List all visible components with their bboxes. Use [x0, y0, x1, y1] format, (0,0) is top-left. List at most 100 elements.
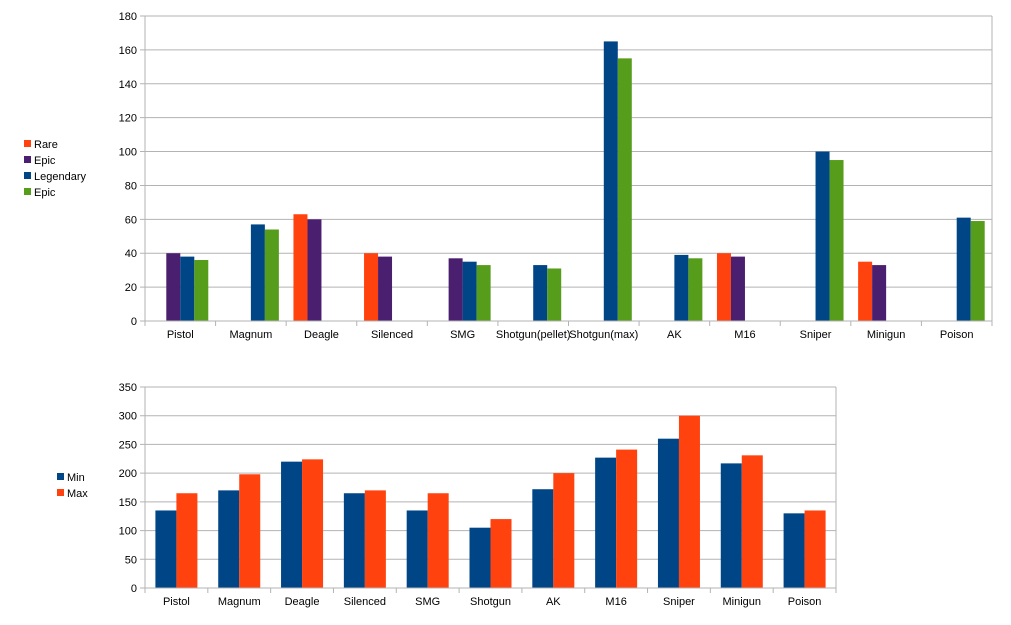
bar-max-deagle — [302, 459, 324, 588]
y-tick-label: 80 — [125, 180, 137, 192]
legend-label: Legendary — [34, 171, 86, 183]
x-tick-label: SMG — [415, 596, 440, 608]
legend-label: Epic — [34, 187, 56, 199]
bar-legendary-pistol — [180, 256, 195, 321]
y-tick-label: 300 — [119, 411, 137, 423]
x-tick-label: Deagle — [285, 596, 320, 608]
y-tick-label: 50 — [125, 554, 137, 566]
chart-1: 0 20 40 60 80 100 120 140 160 180 Pistol Magnum Deag… — [24, 11, 993, 341]
x-tick-label: Sniper — [663, 596, 695, 608]
x-tick-label: Minigun — [867, 329, 906, 341]
x-tick-label: AK — [546, 596, 561, 608]
bar-max-minigun — [741, 455, 763, 588]
legend-swatch — [57, 489, 64, 496]
x-tick-label: AK — [667, 329, 682, 341]
bar-legendary-poison — [956, 217, 971, 321]
bar-max-silenced — [364, 490, 386, 588]
x-tick-label: Sniper — [800, 329, 832, 341]
bar-epic-smg — [476, 265, 491, 321]
y-tick-label: 180 — [119, 11, 137, 23]
y-tick-label: 250 — [119, 439, 137, 451]
bar-epic-smg — [448, 258, 463, 321]
bar-rare-silenced — [364, 253, 379, 321]
y-tick-label: 60 — [125, 214, 137, 226]
bar-epic-pistol — [166, 253, 181, 321]
bar-legendary-ak — [674, 254, 689, 321]
y-tick-label: 100 — [119, 526, 137, 538]
bar-epic-magnum — [264, 229, 279, 321]
legend-swatch — [24, 140, 31, 147]
bar-rare-minigun — [858, 261, 873, 321]
y-tick-label: 40 — [125, 248, 137, 260]
bar-rare-deagle — [293, 214, 308, 321]
y-tick-label: 120 — [119, 113, 137, 125]
bar-max-magnum — [239, 474, 261, 588]
bar-max-sniper — [678, 415, 700, 588]
bar-min-smg — [406, 510, 428, 588]
bar-epic-deagle — [307, 219, 322, 321]
x-tick-label: Deagle — [304, 329, 339, 341]
legend-label: Epic — [34, 155, 56, 167]
x-tick-label: Poison — [940, 329, 974, 341]
bar-epic-m16 — [730, 256, 745, 321]
bar-epic-pistol — [194, 260, 209, 321]
bar-min-poison — [783, 513, 805, 588]
bar-max-m16 — [616, 449, 638, 588]
bar-legendary-shotgun(pellet) — [533, 265, 548, 321]
bar-epic-silenced — [378, 256, 393, 321]
bar-min-ak — [532, 489, 554, 588]
bar-rare-m16 — [716, 253, 731, 321]
y-tick-label: 20 — [125, 282, 137, 294]
bar-max-smg — [427, 493, 449, 588]
x-tick-label: Pistol — [167, 329, 194, 341]
bar-max-shotgun — [490, 519, 512, 588]
legend: Rare Epic Legendary Epic — [24, 139, 86, 199]
bar-legendary-shotgun(max) — [603, 41, 618, 322]
legend: Min Max — [57, 472, 88, 500]
bar-epic-poison — [970, 221, 985, 321]
bar-max-pistol — [176, 493, 198, 588]
bar-legendary-smg — [462, 261, 477, 321]
bar-epic-shotgun(pellet) — [547, 268, 562, 321]
bar-min-pistol — [155, 510, 177, 588]
bar-legendary-sniper — [815, 151, 830, 321]
x-tick-label: Poison — [788, 596, 822, 608]
x-tick-label: M16 — [734, 329, 755, 341]
bar-min-magnum — [218, 490, 240, 588]
x-tick-label: SMG — [450, 329, 475, 341]
bar-min-m16 — [595, 457, 617, 588]
y-tick-label: 100 — [119, 147, 137, 159]
bar-max-ak — [553, 473, 575, 588]
bar-min-shotgun — [469, 527, 491, 588]
x-tick-label: Silenced — [371, 329, 413, 341]
bar-legendary-magnum — [250, 224, 265, 321]
legend-swatch — [24, 188, 31, 195]
bar-min-deagle — [281, 461, 303, 588]
y-tick-label: 0 — [131, 316, 137, 328]
y-tick-label: 200 — [119, 468, 137, 480]
bar-min-minigun — [720, 463, 742, 588]
legend-label: Min — [67, 472, 85, 484]
bar-epic-ak — [688, 258, 703, 321]
bar-min-sniper — [657, 438, 679, 588]
bar-min-silenced — [343, 493, 365, 588]
x-tick-label: Magnum — [229, 329, 272, 341]
y-tick-label: 350 — [119, 382, 137, 394]
y-tick-label: 150 — [119, 497, 137, 509]
x-tick-label: Shotgun — [470, 596, 511, 608]
x-tick-label: Shotgun(max) — [569, 329, 638, 341]
bar-epic-minigun — [872, 265, 887, 321]
legend-swatch — [24, 156, 31, 163]
y-tick-label: 140 — [119, 79, 137, 91]
x-tick-label: Pistol — [163, 596, 190, 608]
x-tick-label: Magnum — [218, 596, 261, 608]
legend-swatch — [57, 473, 64, 480]
legend-label: Max — [67, 488, 88, 500]
x-tick-label: Minigun — [723, 596, 762, 608]
bar-epic-sniper — [829, 160, 844, 321]
y-tick-label: 0 — [131, 583, 137, 595]
x-tick-label: Shotgun(pellet) — [496, 329, 571, 341]
y-tick-label: 160 — [119, 45, 137, 57]
x-tick-label: Silenced — [344, 596, 386, 608]
